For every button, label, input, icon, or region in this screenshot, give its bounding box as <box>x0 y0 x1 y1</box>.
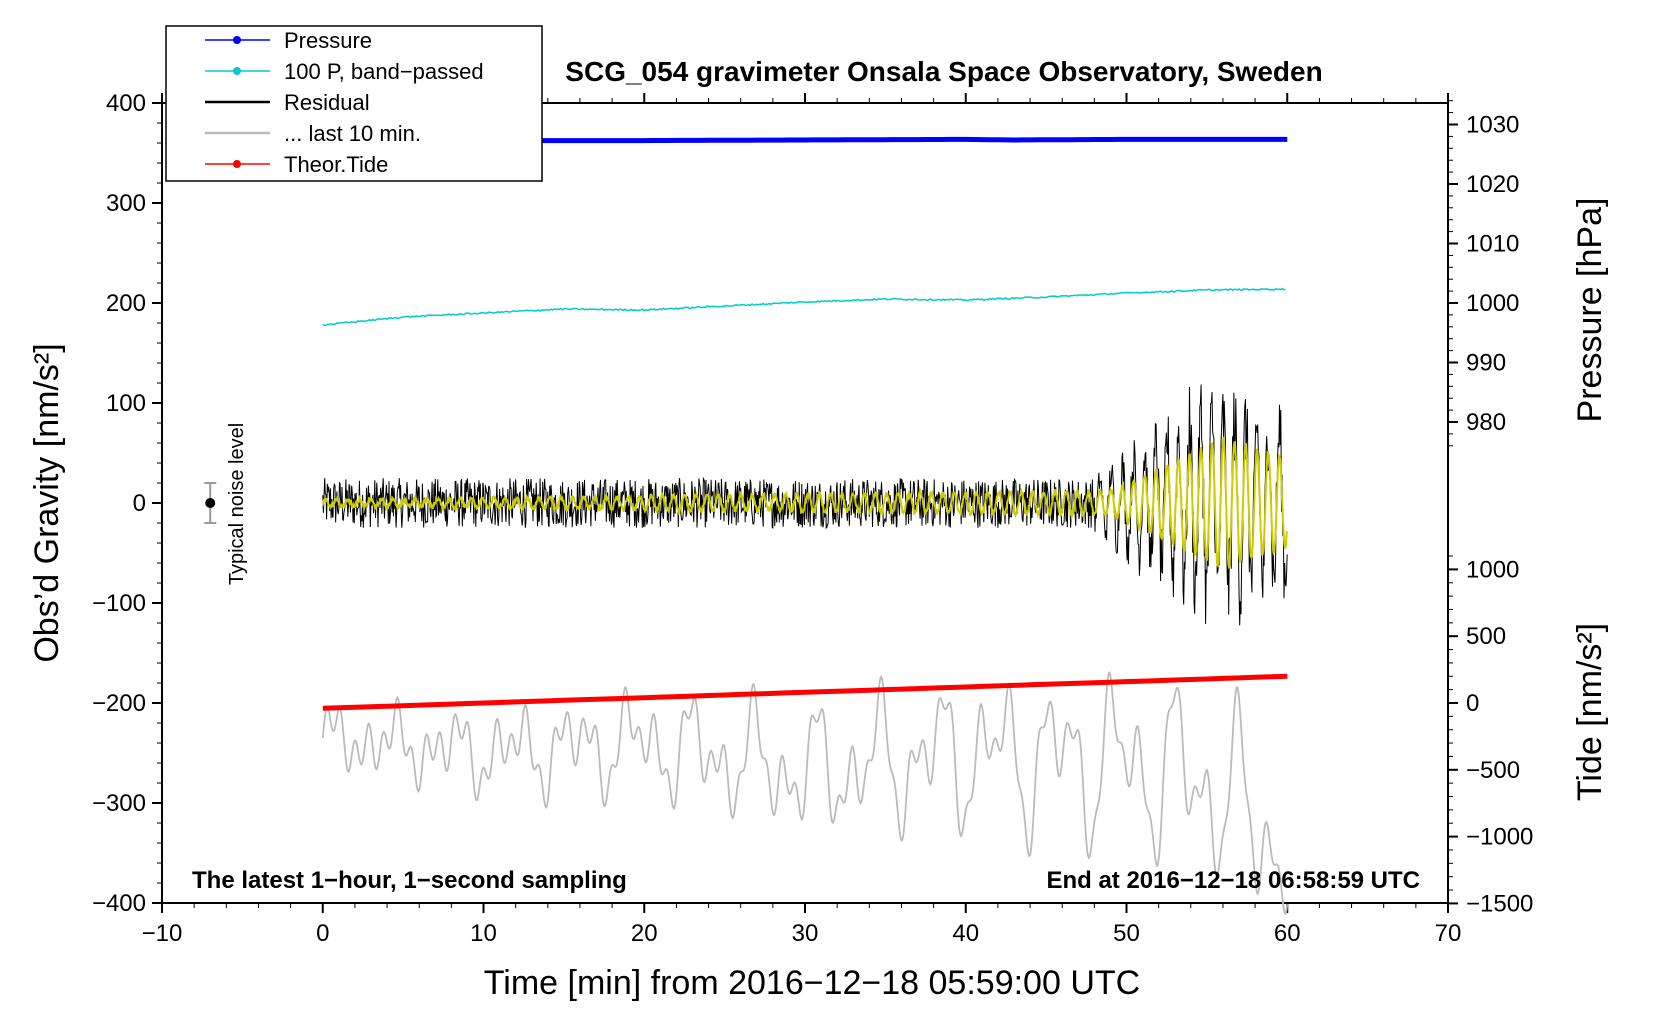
annotation-left: The latest 1−hour, 1−second sampling <box>192 867 627 894</box>
legend-marker <box>233 36 241 44</box>
legend: Pressure 100 P, band−passed Residual ... la… <box>165 25 543 182</box>
legend-marker <box>233 67 241 75</box>
legend-marker <box>233 160 241 168</box>
legend-label: Theor.Tide <box>284 152 388 177</box>
x-tick-label: −10 <box>142 920 183 947</box>
series-layer <box>321 136 1289 916</box>
legend-label: Pressure <box>284 28 372 53</box>
noise-dot <box>205 498 216 508</box>
legend-label: Residual <box>284 90 370 115</box>
y-tick-label: 200 <box>106 290 146 317</box>
x-tick-label: 60 <box>1274 920 1301 947</box>
legend-box <box>165 25 543 182</box>
y-tick-label: 400 <box>106 90 146 117</box>
tide-tick-label: 1000 <box>1466 556 1519 583</box>
x-tick-label: 70 <box>1435 920 1462 947</box>
y-tick-label: −200 <box>92 690 146 717</box>
y-axis-label-tide: Tide [nm/s²] <box>1571 623 1609 801</box>
x-axis-ticks: −10 0 10 20 30 40 50 60 70 <box>142 93 1462 947</box>
noise-marker <box>204 482 217 524</box>
pressure-tick-label: 990 <box>1466 350 1506 377</box>
pressure-tick-label: 1030 <box>1466 112 1519 139</box>
series-theor-tide <box>322 673 1288 711</box>
tide-tick-label: 0 <box>1466 690 1479 717</box>
x-tick-label: 50 <box>1113 920 1140 947</box>
y-tick-label: 0 <box>133 490 146 517</box>
x-tick-label: 0 <box>316 920 329 947</box>
y-tick-label: −300 <box>92 790 146 817</box>
y-axis-ticks: 400 300 200 100 0 −100 −200 −300 −400 <box>92 90 162 917</box>
x-axis-label: Time [min] from 2016−12−18 05:59:00 UTC <box>484 964 1140 1002</box>
y-tick-label: −100 <box>92 590 146 617</box>
tide-tick-label: −1500 <box>1466 890 1533 917</box>
tide-axis-ticks: 1000 500 0 −500 −1000 −1500 <box>1448 555 1533 917</box>
y-tick-label: 100 <box>106 390 146 417</box>
series-last-10-min <box>321 671 1289 916</box>
pressure-tick-label: 1020 <box>1466 171 1519 198</box>
x-tick-label: 40 <box>952 920 979 947</box>
y-tick-label: −400 <box>92 890 146 917</box>
x-tick-label: 20 <box>631 920 658 947</box>
legend-label: ... last 10 min. <box>284 121 421 146</box>
y-axis-label-left: Obs’d Gravity [nm/s²] <box>28 343 66 662</box>
series-band-passed <box>322 287 1286 327</box>
tide-tick-label: −1000 <box>1466 824 1533 851</box>
series-residual-smoothed <box>321 436 1288 570</box>
noise-label: Typical noise level <box>226 423 248 585</box>
tide-tick-label: −500 <box>1466 757 1520 784</box>
annotation-right: End at 2016−12−18 06:58:59 UTC <box>1046 867 1420 894</box>
pressure-tick-label: 980 <box>1466 409 1506 436</box>
chart-title: SCG_054 gravimeter Onsala Space Observat… <box>565 56 1322 87</box>
tide-tick-label: 500 <box>1466 623 1506 650</box>
y-tick-label: 300 <box>106 190 146 217</box>
x-tick-label: 30 <box>792 920 819 947</box>
y-axis-label-pressure: Pressure [hPa] <box>1571 198 1609 423</box>
pressure-axis-ticks: 1030 1020 1010 1000 990 980 <box>1448 100 1519 447</box>
legend-entries: Pressure 100 P, band−passed Residual ... la… <box>205 28 484 177</box>
pressure-tick-label: 1010 <box>1466 231 1519 258</box>
legend-label: 100 P, band−passed <box>284 59 484 84</box>
x-tick-label: 10 <box>470 920 497 947</box>
pressure-tick-label: 1000 <box>1466 290 1519 317</box>
